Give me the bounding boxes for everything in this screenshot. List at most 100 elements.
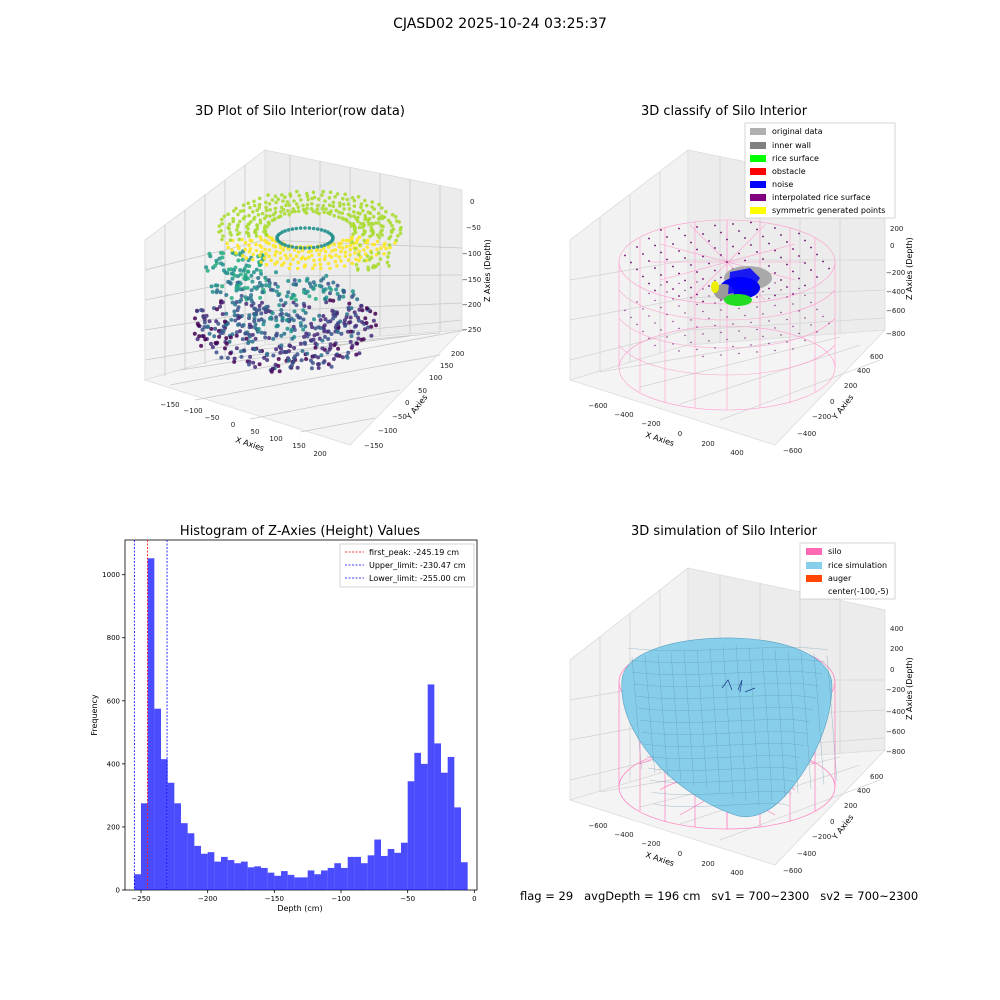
grid-point	[666, 336, 668, 338]
point	[309, 206, 314, 211]
point	[279, 245, 283, 250]
grid-point	[726, 338, 728, 341]
histogram-bar	[441, 772, 448, 890]
point	[279, 298, 283, 303]
point	[291, 257, 296, 262]
grid-point	[792, 303, 794, 305]
point	[271, 353, 276, 358]
point	[274, 315, 279, 320]
point	[349, 334, 354, 338]
point	[354, 241, 359, 245]
point	[391, 227, 396, 232]
point	[294, 226, 299, 231]
point	[369, 250, 374, 255]
p3-legend: first_peak: -245.19 cm Upper_limit: -230…	[339, 543, 475, 588]
point	[278, 214, 283, 218]
x-tick-label: 0	[472, 895, 476, 903]
grid-point	[636, 301, 638, 303]
point	[268, 316, 272, 321]
point	[293, 297, 298, 302]
point	[243, 331, 248, 336]
point	[238, 329, 242, 334]
point	[250, 332, 255, 337]
point	[338, 201, 342, 205]
point	[310, 202, 314, 206]
legend-lower-limit: Lower_limit: -255.00 cm	[369, 574, 466, 583]
point	[239, 354, 244, 359]
mesh-line	[645, 755, 802, 759]
point	[331, 357, 336, 361]
grid-point	[660, 284, 662, 286]
point	[337, 255, 342, 259]
point	[240, 253, 245, 258]
grid-point	[666, 258, 668, 261]
point	[331, 280, 336, 285]
point	[226, 279, 231, 284]
point	[285, 326, 290, 331]
mesh-line	[644, 655, 656, 774]
point	[237, 315, 242, 319]
histogram-bar	[454, 807, 461, 890]
point	[324, 207, 328, 211]
grid-point	[738, 307, 740, 310]
point	[331, 298, 336, 303]
point	[247, 334, 252, 339]
point	[269, 258, 274, 263]
point	[344, 315, 349, 320]
point	[269, 369, 274, 374]
point	[262, 331, 267, 336]
point	[258, 269, 263, 273]
grid-point	[660, 274, 662, 276]
point	[273, 194, 278, 198]
panel1-x-ticks: −150 −100 −50 0 50 100 150 200	[160, 401, 326, 458]
histogram-bar	[207, 852, 215, 890]
grid-point	[666, 236, 668, 238]
point	[220, 330, 225, 335]
p1-ytick: 200	[451, 350, 464, 358]
point	[325, 242, 330, 246]
point	[197, 334, 202, 339]
point	[256, 327, 261, 331]
point	[335, 192, 340, 196]
point	[371, 318, 376, 323]
point	[266, 278, 271, 283]
x-tick-label: −100	[331, 895, 350, 903]
grid-point	[660, 329, 662, 331]
panel2-legend: original data inner wall rice surface ob…	[744, 122, 896, 219]
point	[294, 245, 299, 250]
point	[237, 237, 241, 242]
p2-ytick: −400	[797, 430, 816, 438]
point	[253, 365, 258, 369]
point	[239, 349, 243, 354]
point	[363, 327, 367, 332]
point	[311, 226, 316, 231]
grid-point	[702, 355, 704, 358]
point	[341, 289, 346, 293]
point	[217, 334, 222, 339]
point	[254, 286, 259, 291]
point	[316, 325, 321, 330]
point	[204, 265, 209, 270]
p4-xtick: −400	[614, 831, 633, 839]
point	[356, 336, 361, 341]
point	[321, 189, 326, 194]
point	[228, 351, 233, 356]
point	[214, 290, 219, 295]
point	[299, 358, 304, 363]
point	[326, 337, 331, 341]
point	[286, 290, 291, 295]
grid-point	[690, 286, 692, 289]
histogram-bar	[234, 863, 241, 890]
point	[317, 313, 322, 318]
panel4-x-ticks: −600 −400 −200 0 200 400	[588, 822, 743, 877]
p1-xtick: 150	[292, 442, 305, 450]
point	[320, 206, 325, 211]
point	[345, 197, 350, 202]
point	[258, 221, 263, 225]
point	[222, 319, 227, 324]
grid-point	[822, 260, 824, 263]
p2-zlabel: Z Axies (Depth)	[905, 237, 914, 300]
legend-swatch-silo	[806, 548, 822, 555]
point	[278, 350, 283, 355]
point	[245, 230, 249, 235]
